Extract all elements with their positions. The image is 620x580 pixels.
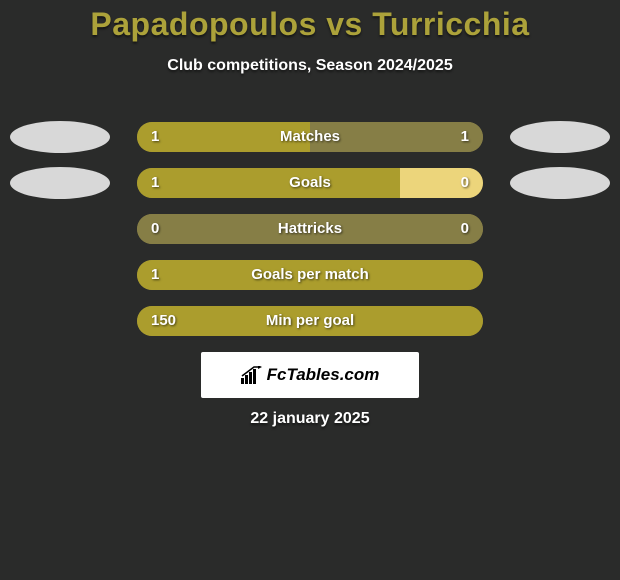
stat-row: 00Hattricks (0, 214, 620, 244)
stat-bar: 11Matches (137, 122, 483, 152)
date-label: 22 january 2025 (0, 410, 620, 428)
stat-bar: 10Goals (137, 168, 483, 198)
bar-chart-icon (241, 366, 263, 384)
player-avatar-right (510, 121, 610, 153)
stats-container: 11Matches 10Goals 00Hattricks 1Goals per ma… (0, 122, 620, 352)
page-title: Papadopoulos vs Turricchia (0, 0, 620, 43)
stat-bar: 1Goals per match (137, 260, 483, 290)
logo-text: FcTables.com (267, 365, 380, 385)
stat-row: 10Goals (0, 168, 620, 198)
stat-label: Hattricks (137, 214, 483, 244)
stat-row: 150Min per goal (0, 306, 620, 336)
player-avatar-left (10, 167, 110, 199)
stat-label: Goals (137, 168, 483, 198)
stat-row: 1Goals per match (0, 260, 620, 290)
subtitle: Club competitions, Season 2024/2025 (0, 57, 620, 75)
stat-label: Matches (137, 122, 483, 152)
stat-row: 11Matches (0, 122, 620, 152)
stat-bar: 00Hattricks (137, 214, 483, 244)
stat-label: Min per goal (137, 306, 483, 336)
stat-bar: 150Min per goal (137, 306, 483, 336)
player-avatar-left (10, 121, 110, 153)
player-avatar-right (510, 167, 610, 199)
source-logo: FcTables.com (201, 352, 419, 398)
stat-label: Goals per match (137, 260, 483, 290)
comparison-card: Papadopoulos vs Turricchia Club competit… (0, 0, 620, 580)
